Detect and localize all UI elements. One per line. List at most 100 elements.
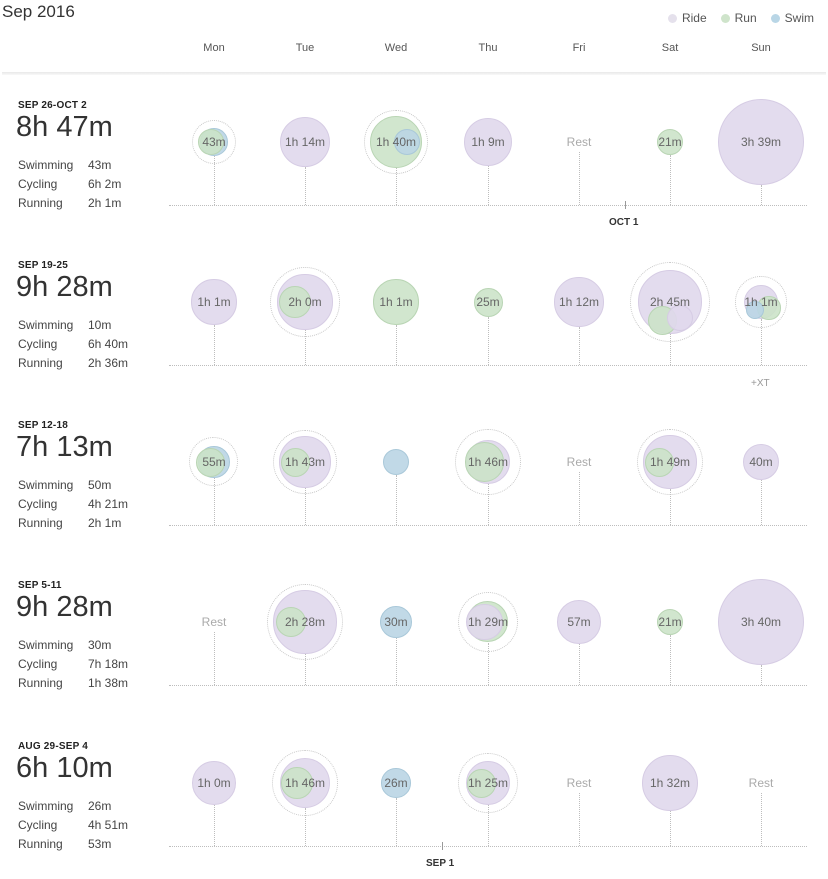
day-stem [761, 793, 762, 846]
swim-bubble[interactable] [380, 606, 412, 638]
run-bubble[interactable] [279, 286, 311, 318]
sport-summary-swim: Swimming 10m [18, 318, 111, 332]
day-stem [396, 797, 397, 846]
sport-name: Running [18, 837, 63, 851]
day-stem [579, 326, 580, 365]
swim-dot-icon [770, 13, 780, 23]
day-header-wed: Wed [384, 42, 408, 54]
legend-item-swim[interactable]: Swim [770, 11, 814, 25]
run-bubble[interactable] [196, 447, 226, 477]
day-duration-label: 2h 0m [288, 295, 322, 309]
day-duration-label: 1h 1m [744, 295, 778, 309]
run-bubble[interactable] [197, 129, 224, 155]
run-bubble[interactable] [473, 287, 503, 317]
ride-bubble[interactable] [642, 755, 698, 811]
ride-bubble[interactable] [557, 600, 601, 644]
sport-value: 2h 1m [88, 196, 122, 210]
swim-bubble[interactable] [381, 768, 411, 798]
run-dot-icon [720, 13, 730, 23]
day-duration-label: 1h 9m [471, 135, 505, 149]
day-stem [396, 474, 397, 525]
day-total-ring [270, 267, 340, 337]
ride-bubble[interactable] [463, 117, 513, 167]
sport-summary-ride: Cycling 6h 40m [18, 337, 128, 351]
sport-summary-run: Running 2h 36m [18, 356, 128, 370]
run-bubble[interactable] [656, 608, 684, 636]
sport-summary-ride: Cycling 7h 18m [18, 657, 128, 671]
day-duration-label: 3h 39m [740, 135, 782, 149]
week-total: 8h 47m [16, 111, 113, 143]
week-row: SEP 5-11 9h 28m Swimming 30m Cycling 7h 18m Ru… [0, 579, 828, 740]
swim-bubble[interactable] [745, 300, 765, 320]
day-stem [579, 793, 580, 846]
ride-bubble[interactable] [191, 760, 237, 806]
ride-bubble[interactable] [667, 305, 693, 331]
run-bubble[interactable] [656, 128, 684, 156]
ride-bubble[interactable] [466, 603, 503, 641]
day-total-ring [457, 591, 519, 653]
ride-bubble[interactable] [717, 579, 804, 666]
week-total: 9h 28m [16, 271, 113, 303]
day-duration-label: 21m [658, 615, 682, 629]
swim-bubble[interactable] [383, 449, 409, 475]
run-bubble[interactable] [275, 606, 307, 638]
day-duration-label: 43m [202, 135, 226, 149]
sport-value: 2h 1m [88, 516, 122, 530]
month-marker-tick [442, 842, 443, 850]
run-bubble[interactable] [464, 442, 505, 482]
week-total: 9h 28m [16, 591, 113, 623]
sport-name: Running [18, 356, 63, 370]
week-total: 7h 13m [16, 431, 113, 463]
day-total-ring [455, 429, 521, 495]
sport-value: 50m [88, 478, 112, 492]
ride-bubble[interactable] [280, 117, 330, 167]
week-baseline [169, 846, 807, 847]
run-bubble[interactable] [281, 767, 313, 799]
sport-name: Swimming [18, 478, 74, 492]
day-duration-label: 1h 12m [558, 295, 600, 309]
ride-bubble[interactable] [718, 99, 804, 185]
run-bubble[interactable] [281, 447, 311, 477]
week-baseline [169, 525, 807, 526]
day-header-sat: Sat [661, 42, 679, 54]
sport-value: 6h 40m [88, 337, 129, 351]
rest-label: Rest [566, 135, 592, 149]
month-marker: OCT 1 [609, 217, 639, 228]
swim-bubble[interactable] [394, 129, 420, 155]
day-total-ring [458, 753, 518, 813]
week-range: AUG 29-SEP 4 [18, 741, 89, 752]
ride-bubble[interactable] [742, 443, 780, 481]
day-duration-label: 1h 14m [284, 135, 326, 149]
run-bubble[interactable] [466, 768, 496, 798]
sport-name: Cycling [18, 818, 58, 832]
legend-item-ride[interactable]: Ride [667, 11, 707, 25]
day-total-ring [266, 583, 344, 661]
sport-summary-swim: Swimming 43m [18, 158, 111, 172]
run-bubble[interactable] [373, 279, 419, 325]
ride-dot-icon [667, 13, 677, 23]
week-row: SEP 12-18 7h 13m Swimming 50m Cycling 4h 21m R… [0, 420, 828, 580]
day-duration-label: 1h 1m [197, 295, 231, 309]
sport-name: Cycling [18, 177, 58, 191]
day-stem [396, 324, 397, 365]
day-stem [488, 805, 489, 846]
sport-value: 30m [88, 638, 112, 652]
legend-item-run[interactable]: Run [720, 11, 757, 25]
day-total-ring [189, 437, 239, 487]
day-header-sun: Sun [751, 42, 771, 54]
day-total-ring [272, 750, 338, 816]
sport-summary-run: Running 1h 38m [18, 676, 128, 690]
day-total-ring [272, 429, 338, 495]
day-stem [214, 477, 215, 525]
day-duration-label: 1h 46m [284, 776, 326, 790]
ride-bubble[interactable] [554, 277, 604, 327]
run-bubble[interactable] [645, 447, 675, 477]
sport-name: Running [18, 196, 63, 210]
ride-bubble[interactable] [191, 279, 237, 325]
day-duration-label: 3h 40m [740, 615, 782, 629]
rest-label: Rest [566, 455, 592, 469]
week-baseline [169, 685, 807, 686]
week-row: SEP 26-OCT 2 8h 47m Swimming 43m Cycling 6h 2… [0, 99, 828, 260]
day-duration-label: 1h 32m [649, 776, 691, 790]
day-duration-label: 1h 25m [467, 776, 509, 790]
